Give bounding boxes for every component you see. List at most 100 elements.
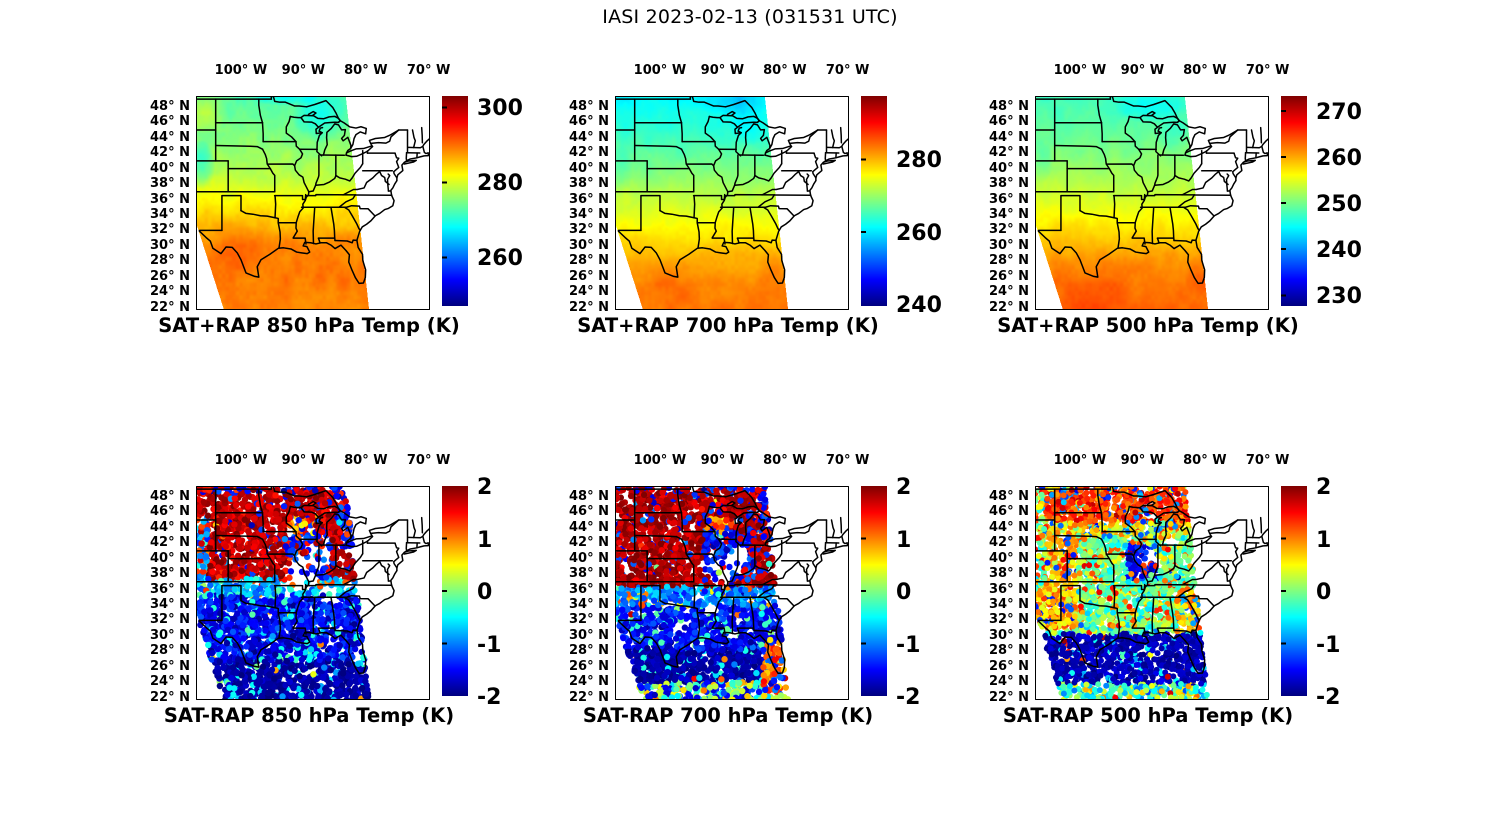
y-tick-label: 42° N: [150, 535, 190, 551]
panel-sat-minus-rap-700: 100° W 90° W 80° W 70° W 48° N 46° N 44° N 42°…: [545, 452, 945, 752]
panel-sat-plus-rap-500: 100° W 90° W 80° W 70° W 48° N 46° N 44° N 42°…: [965, 62, 1365, 362]
x-tick-label: 70° W: [1245, 63, 1290, 78]
colorbar-tick-label: 0: [896, 580, 912, 605]
y-tick-label: 42° N: [569, 145, 609, 161]
y-tick-label: 28° N: [150, 643, 190, 659]
colorbar-tick-label: 2: [1316, 475, 1332, 500]
colorbar-tick-label: 0: [1316, 580, 1332, 605]
x-tick-label: 70° W: [406, 453, 451, 468]
map-canvas: [1035, 486, 1269, 700]
y-tick-label: 36° N: [150, 191, 190, 207]
x-tick-label: 70° W: [825, 453, 870, 468]
x-tick-label: 100° W: [214, 63, 268, 78]
x-tick-label: 100° W: [1053, 63, 1107, 78]
y-tick-label: 38° N: [569, 176, 609, 192]
y-tick-label: 32° N: [150, 222, 190, 238]
panel-sat-plus-rap-850: 100° W 90° W 80° W 70° W 48° N 46° N 44° N 42°…: [126, 62, 526, 362]
colorbar-tick-label: 270: [1316, 99, 1362, 125]
x-tick-label: 100° W: [1053, 453, 1107, 468]
y-tick-label: 44° N: [989, 129, 1029, 145]
y-tick-label: 22° N: [569, 689, 609, 705]
y-tick-label: 34° N: [569, 596, 609, 612]
y-tick-label: 44° N: [150, 519, 190, 535]
map-canvas: [196, 486, 430, 700]
y-tick-label: 26° N: [150, 268, 190, 284]
y-tick-label: 36° N: [150, 581, 190, 597]
y-tick-label: 46° N: [150, 114, 190, 130]
colorbar-canvas: [442, 486, 468, 696]
colorbar-tick-label: 1: [896, 527, 912, 553]
y-tick-label: 34° N: [989, 596, 1029, 612]
y-tick-label: 48° N: [150, 488, 190, 504]
y-tick-label: 44° N: [569, 129, 609, 145]
figure-title: IASI 2023-02-13 (031531 UTC): [602, 6, 898, 28]
y-tick-label: 48° N: [989, 98, 1029, 114]
y-tick-label: 30° N: [569, 237, 609, 253]
colorbar-tick-label: 1: [477, 527, 493, 553]
y-tick-label: 22° N: [150, 689, 190, 705]
x-tick-label: 90° W: [700, 453, 745, 468]
panel-title: SAT+RAP 700 hPa Temp (K): [577, 314, 879, 337]
x-tick-label: 80° W: [1183, 63, 1227, 78]
y-tick-label: 42° N: [569, 535, 609, 551]
panel-title: SAT+RAP 850 hPa Temp (K): [158, 314, 460, 337]
colorbar-canvas: [442, 96, 468, 306]
x-tick-label: 80° W: [763, 453, 807, 468]
y-tick-label: 30° N: [150, 627, 190, 643]
colorbar-tick-label: 2: [477, 475, 493, 500]
y-tick-label: 22° N: [989, 689, 1029, 705]
colorbar-tick-label: 280: [896, 148, 942, 174]
x-tick-label: 80° W: [1183, 453, 1227, 468]
y-tick-label: 26° N: [569, 268, 609, 284]
colorbar-tick-label: -2: [1316, 685, 1341, 710]
y-tick-label: 36° N: [989, 581, 1029, 597]
x-tick-label: 100° W: [633, 453, 687, 468]
y-tick-label: 36° N: [569, 581, 609, 597]
y-tick-label: 26° N: [989, 268, 1029, 284]
y-tick-label: 24° N: [150, 284, 190, 300]
colorbar-tick-label: 250: [1316, 192, 1362, 218]
y-tick-label: 44° N: [989, 519, 1029, 535]
x-tick-label: 90° W: [1120, 453, 1165, 468]
colorbar-tick-label: 230: [1316, 284, 1362, 310]
y-tick-label: 28° N: [989, 253, 1029, 269]
y-tick-label: 28° N: [569, 253, 609, 269]
y-tick-label: 40° N: [989, 160, 1029, 176]
panel-title: SAT-RAP 850 hPa Temp (K): [163, 704, 455, 727]
y-tick-label: 48° N: [150, 98, 190, 114]
y-tick-label: 40° N: [150, 550, 190, 566]
colorbar-tick-label: 0: [477, 580, 493, 605]
x-tick-label: 70° W: [825, 63, 870, 78]
colorbar-tick-label: 260: [477, 246, 523, 272]
y-tick-label: 32° N: [569, 612, 609, 628]
colorbar-tick-label: -1: [896, 632, 921, 658]
x-tick-label: 90° W: [1120, 63, 1165, 78]
y-tick-label: 34° N: [150, 596, 190, 612]
x-tick-label: 70° W: [406, 63, 451, 78]
map-canvas: [1035, 96, 1269, 310]
colorbar-tick-label: -1: [1316, 632, 1341, 658]
y-tick-label: 38° N: [989, 566, 1029, 582]
x-tick-label: 80° W: [344, 63, 388, 78]
y-tick-label: 46° N: [569, 114, 609, 130]
y-tick-label: 34° N: [150, 206, 190, 222]
panel-title: SAT-RAP 700 hPa Temp (K): [582, 704, 874, 727]
y-tick-label: 30° N: [569, 627, 609, 643]
y-tick-label: 48° N: [569, 488, 609, 504]
colorbar-canvas: [1281, 96, 1307, 306]
y-tick-label: 32° N: [150, 612, 190, 628]
y-tick-label: 44° N: [569, 519, 609, 535]
colorbar-canvas: [861, 96, 887, 306]
y-tick-label: 30° N: [989, 627, 1029, 643]
y-tick-label: 42° N: [150, 145, 190, 161]
y-tick-label: 24° N: [569, 674, 609, 690]
y-tick-label: 32° N: [989, 612, 1029, 628]
colorbar-tick-label: 240: [896, 293, 942, 319]
y-tick-label: 38° N: [569, 566, 609, 582]
y-tick-label: 40° N: [569, 550, 609, 566]
y-tick-label: 28° N: [150, 253, 190, 269]
y-tick-label: 32° N: [569, 222, 609, 238]
x-tick-label: 90° W: [700, 63, 745, 78]
colorbar-tick-label: 260: [896, 220, 942, 246]
colorbar-tick-label: 2: [896, 475, 912, 500]
